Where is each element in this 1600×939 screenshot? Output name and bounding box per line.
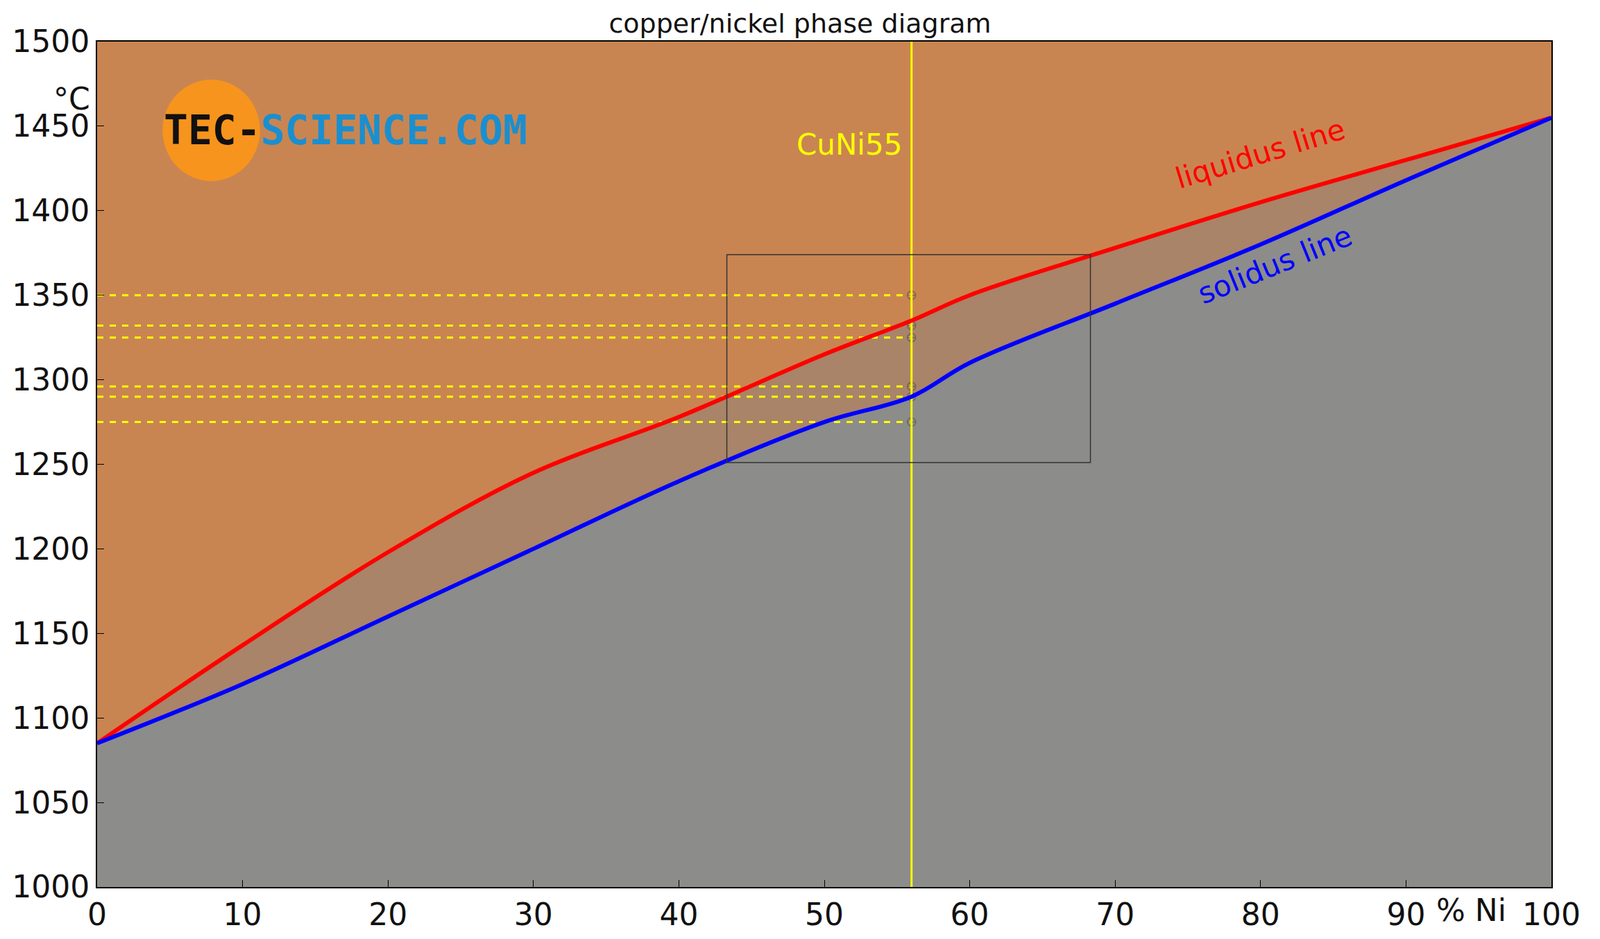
svg-text:1050: 1050: [11, 785, 90, 821]
svg-text:1400: 1400: [11, 192, 90, 229]
svg-text:TEC-SCIENCE.COM: TEC-SCIENCE.COM: [163, 106, 528, 155]
svg-text:% Ni: % Ni: [1436, 892, 1507, 929]
svg-text:30: 30: [514, 897, 553, 933]
svg-text:1350: 1350: [11, 277, 90, 313]
svg-text:copper/nickel phase diagram: copper/nickel phase diagram: [608, 8, 991, 39]
svg-text:1150: 1150: [11, 616, 90, 652]
svg-text:1000: 1000: [11, 869, 90, 905]
svg-text:1250: 1250: [11, 446, 90, 483]
svg-text:50: 50: [804, 897, 844, 933]
svg-text:40: 40: [659, 897, 699, 933]
svg-text:°C: °C: [53, 81, 91, 117]
svg-text:80: 80: [1241, 897, 1281, 933]
svg-text:10: 10: [223, 897, 263, 933]
svg-text:0: 0: [87, 897, 107, 933]
svg-text:solidus line: solidus line: [1192, 218, 1357, 312]
svg-text:60: 60: [950, 897, 990, 933]
svg-text:CuNi55: CuNi55: [796, 127, 902, 162]
svg-text:90: 90: [1386, 897, 1426, 933]
svg-text:70: 70: [1095, 897, 1135, 933]
svg-text:1300: 1300: [11, 362, 90, 398]
svg-text:100: 100: [1522, 897, 1581, 933]
svg-text:1200: 1200: [11, 531, 90, 567]
svg-text:1100: 1100: [11, 700, 90, 737]
svg-text:1500: 1500: [11, 23, 90, 59]
svg-text:liquidus line: liquidus line: [1171, 111, 1349, 196]
svg-text:20: 20: [368, 897, 408, 933]
svg-text:1450: 1450: [11, 108, 90, 144]
